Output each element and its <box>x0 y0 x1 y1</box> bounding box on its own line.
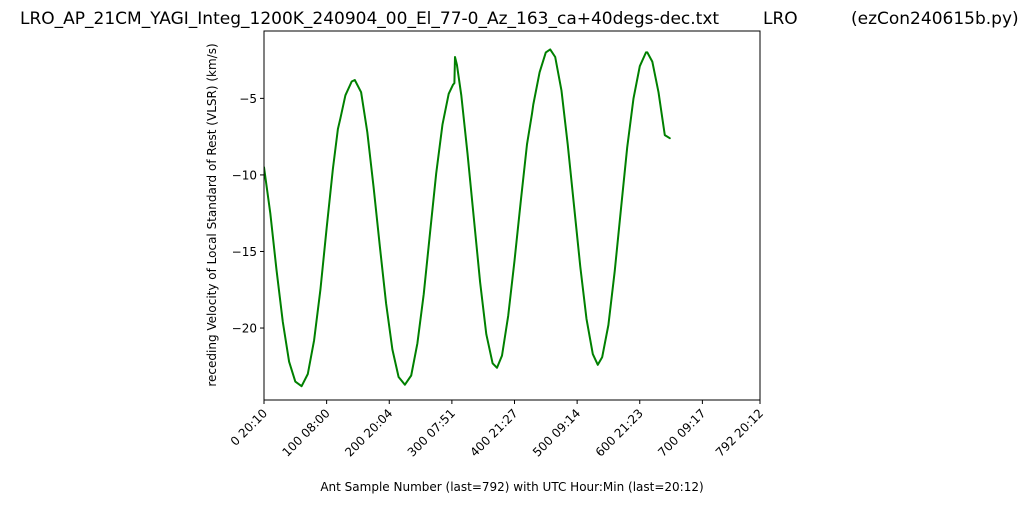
y-tick-label-3: −20 <box>232 322 257 336</box>
x-tick-label-0: 0 20:10 <box>228 406 270 448</box>
title-station: LRO <box>763 9 798 29</box>
plot-frame <box>263 30 761 401</box>
plot-area <box>264 48 671 388</box>
x-tick-label-8: 792 20:12 <box>713 406 766 459</box>
x-tick-label-5: 500 09:14 <box>530 406 583 459</box>
title-program: (ezCon240615b.py) <box>851 9 1019 29</box>
x-tick-label-3: 300 07:51 <box>405 406 458 459</box>
x-tick-label-4: 400 21:27 <box>467 406 520 459</box>
y-tick-label-1: −10 <box>232 168 257 182</box>
x-axis-label: Ant Sample Number (last=792) with UTC Ho… <box>320 480 703 494</box>
x-tick-label-1: 100 08:00 <box>279 406 332 459</box>
series-line-0 <box>264 48 671 388</box>
y-tick-label-0: −5 <box>239 92 257 106</box>
x-tick-label-7: 700 09:17 <box>655 406 708 459</box>
title-file-name: LRO_AP_21CM_YAGI_Integ_1200K_240904_00_E… <box>20 9 719 29</box>
x-tick-label-2: 200 20:04 <box>342 406 395 459</box>
axes: −5 −10 −15 −20 0 20:10 100 08:00 200 20:04 300 … <box>228 30 766 459</box>
x-tick-label-6: 600 21:23 <box>593 406 646 459</box>
y-axis-label: receding Velocity of Local Standard of R… <box>205 43 219 386</box>
y-tick-label-2: −15 <box>232 245 257 259</box>
